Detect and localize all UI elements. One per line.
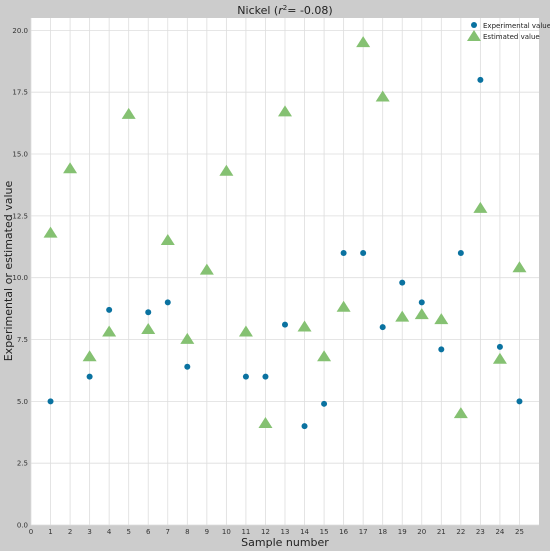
estimated-point [82,350,97,362]
x-tick-label: 20 [417,528,426,536]
x-tick-label: 17 [359,528,368,536]
estimated-point [414,308,429,320]
estimated-point [141,323,156,335]
experimental-point [301,423,308,430]
experimental-point [496,343,503,350]
estimated-point [160,233,175,245]
experimental-point [379,324,386,331]
experimental-point [47,398,54,405]
x-tick-label: 16 [339,528,348,536]
experimental-point [282,321,288,328]
experimental-point [242,373,249,380]
x-tick-label: 10 [222,528,231,536]
estimated-point [121,107,136,119]
y-tick-label: 10.0 [12,274,28,282]
y-tick-label: 17.5 [12,89,28,97]
x-tick-label: 19 [398,528,407,536]
x-tick-label: 4 [107,528,112,536]
estimated-point [238,325,253,337]
legend: Experimental value Estimated value [467,22,550,41]
experimental-point [360,249,367,256]
estimated-point [473,201,488,213]
estimated-point [395,310,410,322]
estimated-point [512,261,527,273]
y-tick-label: 15.0 [12,151,28,159]
data-marks [43,36,527,430]
x-tick-label: 2 [68,528,72,536]
estimated-point [43,226,58,238]
estimated-point [199,263,214,275]
experimental-point [516,398,523,405]
experimental-point [262,373,269,380]
x-tick-label: 8 [185,528,189,536]
title-main: Nickel ( [237,4,278,17]
experimental-point [399,279,406,286]
estimated-point [63,162,78,174]
x-axis-ticks: 0 1 2 3 4 5 6 7 8 9 10 11 12 13 14 15 16 17 18 19 20 21 22 23 24… [29,528,524,536]
x-tick-label: 6 [146,528,151,536]
y-tick-label: 12.5 [12,212,28,220]
x-tick-label: 24 [495,528,504,536]
estimated-point [375,90,390,102]
title-tail: = -0.08) [287,4,332,17]
x-tick-label: 18 [378,528,387,536]
x-tick-label: 25 [515,528,524,536]
experimental-point [86,373,93,380]
chart-title: Nickel (r2= -0.08) [237,4,332,17]
y-axis-label: Experimental or estimated value [2,181,15,362]
title-superscript: 2 [283,4,287,12]
x-tick-label: 0 [29,528,33,536]
x-tick-label: 15 [320,528,329,536]
y-tick-label: 7.5 [17,336,28,344]
x-tick-label: 21 [437,528,446,536]
y-tick-label: 5.0 [17,398,28,406]
experimental-point [457,249,464,256]
experimental-point [438,346,445,353]
experimental-point [106,306,113,313]
x-tick-label: 22 [456,528,465,536]
legend-marker-experimental [471,22,477,28]
x-tick-label: 9 [205,528,209,536]
estimated-point [492,352,507,364]
x-tick-label: 11 [241,528,250,536]
estimated-point [180,332,195,344]
y-tick-label: 2.5 [17,460,28,468]
x-tick-label: 3 [87,528,91,536]
estimated-point [317,350,332,362]
y-axis-ticks: 0.0 2.5 5.0 7.5 10.0 12.5 15.0 17.5 20.0 [12,27,28,530]
estimated-point [278,105,292,117]
legend-label-estimated: Estimated value [483,33,540,41]
x-tick-label: 7 [166,528,170,536]
experimental-point [321,400,328,407]
legend-marker-estimated [467,30,481,41]
experimental-point [418,299,425,306]
y-tick-label: 0.0 [17,522,28,530]
x-tick-label: 12 [261,528,270,536]
legend-label-experimental: Experimental value [483,22,550,30]
estimated-point [102,325,117,337]
title-r: r [278,4,284,17]
y-tick-label: 20.0 [12,27,28,35]
experimental-point [145,309,152,316]
estimated-point [258,417,273,428]
estimated-point [219,164,234,176]
experimental-point [164,299,171,306]
grid [30,18,539,526]
x-axis-label: Sample number [241,536,329,549]
experimental-point [477,76,484,83]
x-tick-label: 13 [281,528,290,536]
x-tick-label: 23 [476,528,485,536]
x-tick-label: 5 [126,528,130,536]
x-tick-label: 14 [300,528,309,536]
experimental-point [184,363,191,370]
estimated-point [453,407,468,419]
estimated-point [297,320,312,332]
experimental-point [340,249,347,256]
estimated-point [434,313,449,325]
estimated-point [336,300,351,312]
estimated-point [356,36,371,48]
x-tick-label: 1 [48,528,52,536]
